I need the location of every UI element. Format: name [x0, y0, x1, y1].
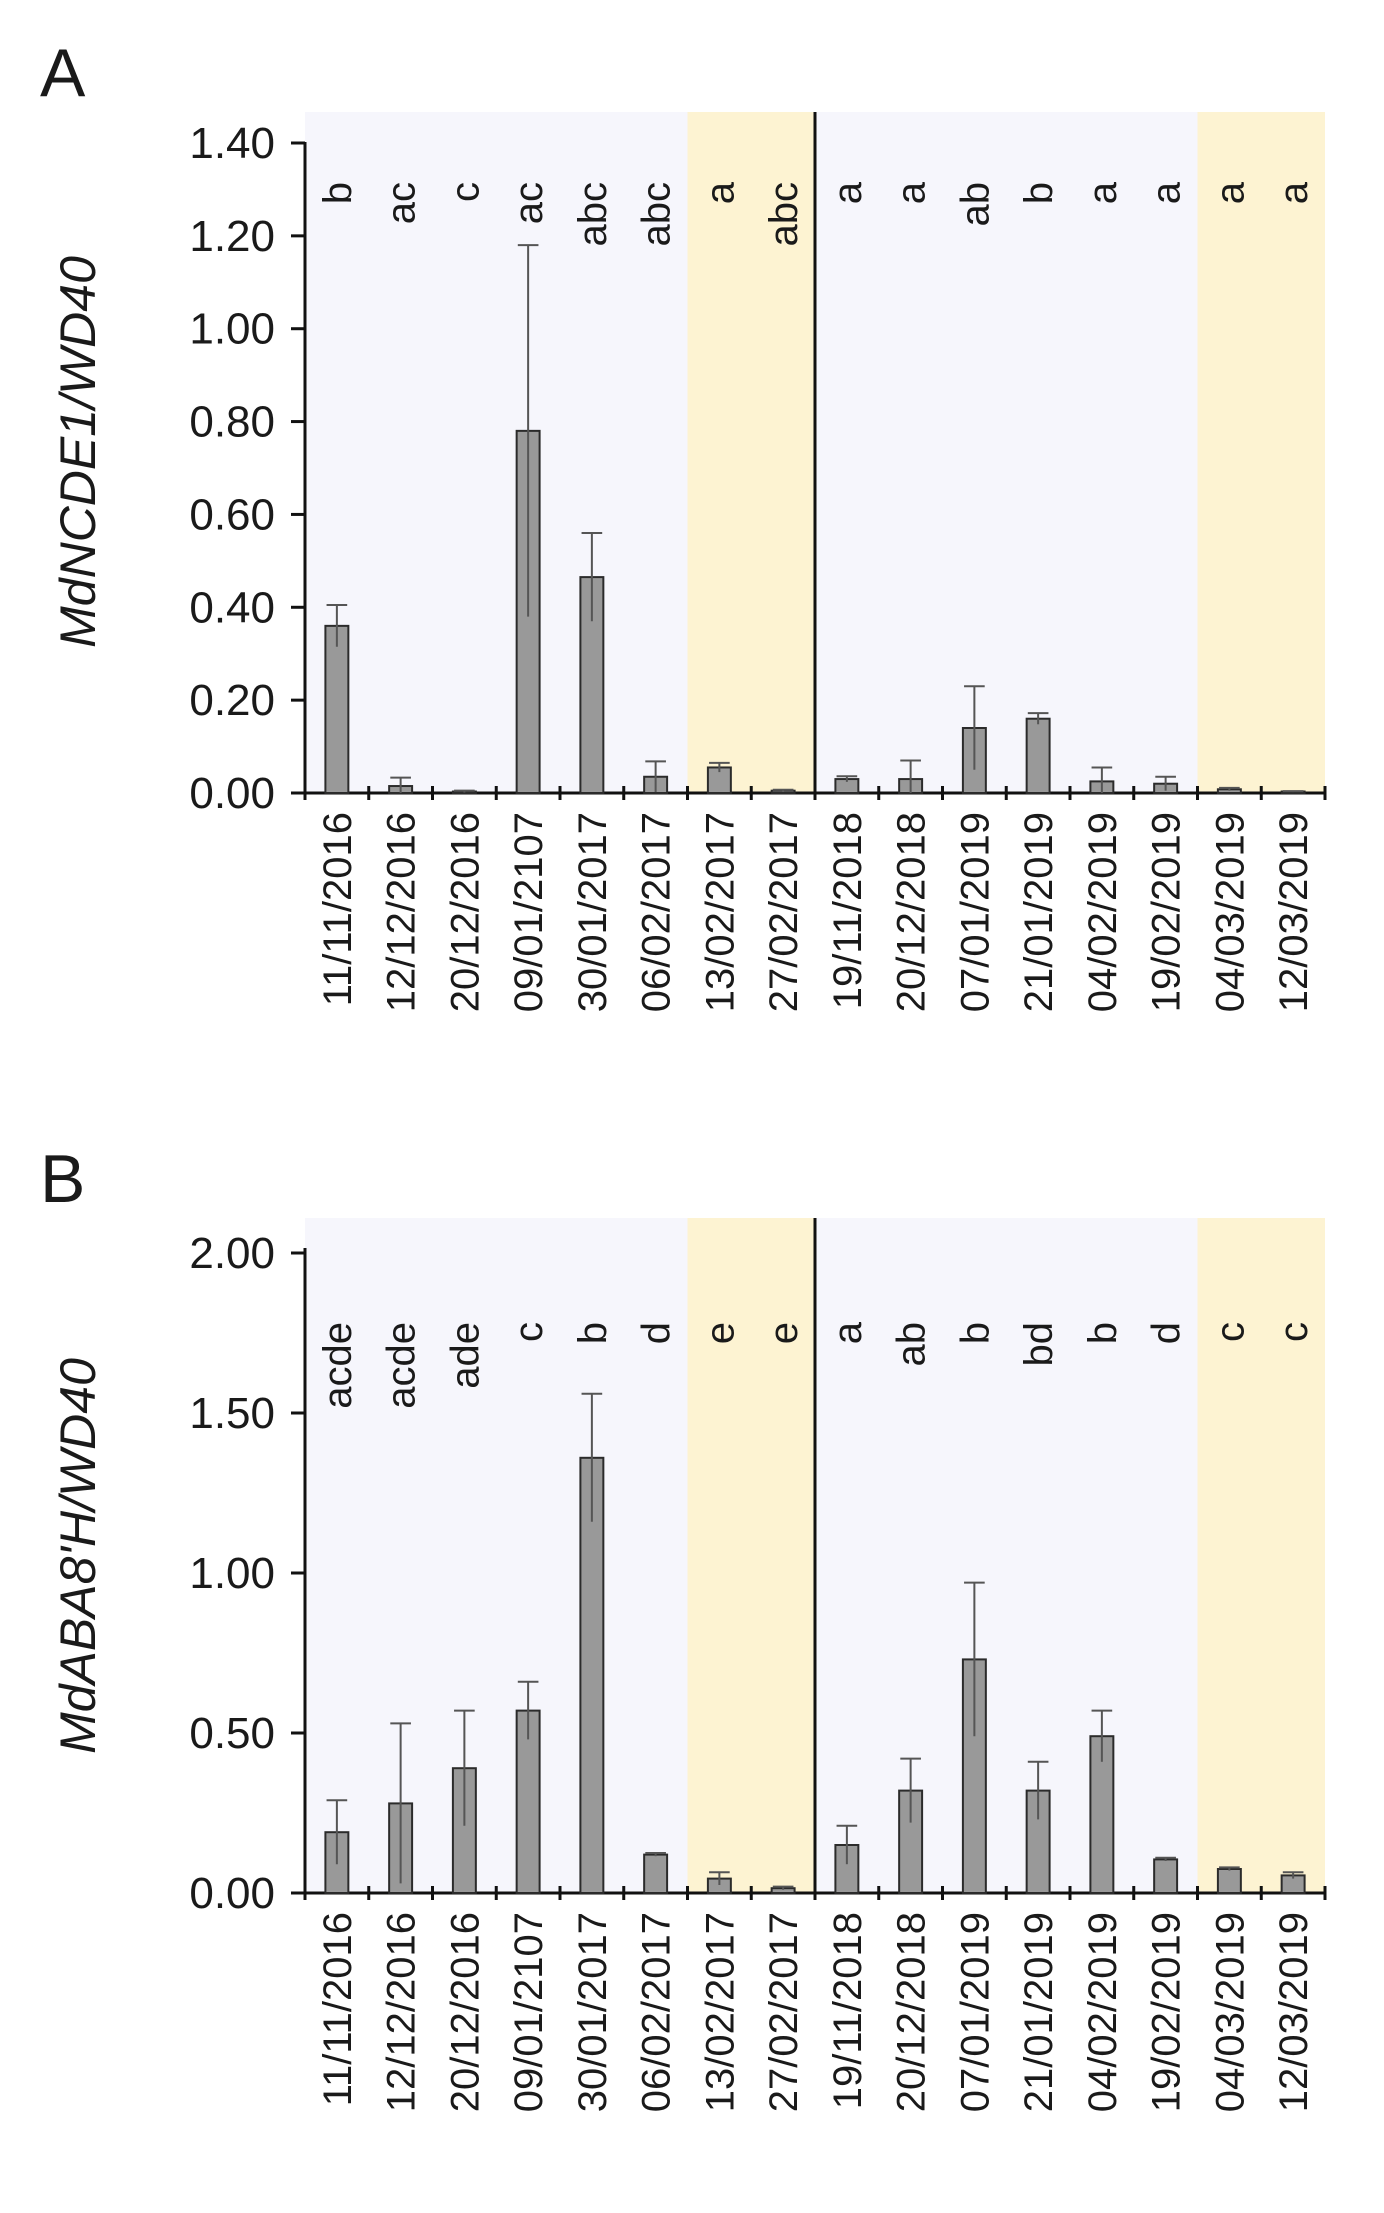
significance-letter: abc: [571, 182, 615, 247]
significance-letter: a: [826, 1321, 870, 1344]
x-tick-label: 20/12/2016: [443, 812, 487, 1012]
bar: [1153, 1858, 1179, 1895]
x-tick-label: 07/01/2019: [953, 812, 997, 1012]
y-tick-label: 0.60: [189, 490, 275, 539]
y-axis-title: MdNCDE1/WD40: [50, 256, 106, 648]
significance-letter: ade: [443, 1322, 487, 1389]
x-tick-label: 21/01/2019: [1017, 812, 1061, 1012]
significance-letter: b: [953, 1322, 997, 1344]
x-tick-label: 04/03/2019: [1208, 1912, 1252, 2112]
significance-letter: b: [571, 1322, 615, 1344]
y-tick-label: 0.50: [189, 1709, 275, 1758]
significance-letter: d: [1145, 1322, 1189, 1344]
x-tick-label: 20/12/2018: [890, 1912, 934, 2112]
significance-letter: c: [1272, 1322, 1316, 1342]
significance-letter: b: [1017, 182, 1061, 204]
y-tick-label: 1.00: [189, 305, 275, 354]
significance-letter: e: [698, 1322, 742, 1344]
x-tick-label: 19/02/2019: [1145, 812, 1189, 1012]
y-tick-label: 1.00: [189, 1549, 275, 1598]
significance-letter: a: [1208, 181, 1252, 204]
significance-letter: abc: [762, 182, 806, 247]
x-tick-label: 11/11/2016: [316, 812, 360, 1006]
x-tick-label: 06/02/2017: [635, 812, 679, 1012]
x-tick-label: 27/02/2017: [762, 1912, 806, 2112]
x-tick-label: 30/01/2017: [571, 812, 615, 1012]
bar: [1025, 717, 1051, 795]
x-tick-label: 12/03/2019: [1272, 812, 1316, 1012]
x-tick-label: 27/02/2017: [762, 812, 806, 1012]
x-tick-label: 09/01/2107: [507, 812, 551, 1012]
significance-letter: acde: [380, 1322, 424, 1409]
y-tick-label: 1.50: [189, 1389, 275, 1438]
x-tick-label: 20/12/2018: [890, 812, 934, 1012]
x-tick-label: 12/12/2016: [380, 1912, 424, 2112]
x-tick-label: 20/12/2016: [443, 1912, 487, 2112]
x-tick-label: 04/02/2019: [1081, 1912, 1125, 2112]
significance-letter: ac: [507, 182, 551, 224]
significance-letter: a: [698, 181, 742, 204]
x-tick-label: 12/03/2019: [1272, 1912, 1316, 2112]
significance-letter: c: [1208, 1322, 1252, 1342]
x-tick-label: 13/02/2017: [698, 812, 742, 1012]
highlight-band: [1197, 112, 1325, 793]
y-tick-label: 0.80: [189, 398, 275, 447]
x-tick-label: 19/02/2019: [1145, 1912, 1189, 2112]
y-tick-label: 0.00: [189, 769, 275, 818]
significance-letter: ab: [953, 182, 997, 227]
x-tick-label: 06/02/2017: [635, 1912, 679, 2112]
y-tick-label: 0.40: [189, 583, 275, 632]
x-tick-label: 19/11/2018: [826, 1912, 870, 2109]
bar: [579, 1456, 605, 1895]
highlight-band: [687, 1218, 815, 1893]
y-tick-label: 0.20: [189, 676, 275, 725]
significance-letter: d: [635, 1322, 679, 1344]
panel-label: B: [40, 1141, 85, 1217]
significance-letter: ac: [380, 182, 424, 224]
x-tick-label: 04/02/2019: [1081, 812, 1125, 1012]
significance-letter: ab: [890, 1322, 934, 1367]
x-tick-label: 11/11/2016: [316, 1912, 360, 2106]
highlight-band: [1197, 1218, 1325, 1893]
x-tick-label: 12/12/2016: [380, 812, 424, 1012]
significance-letter: e: [762, 1322, 806, 1344]
significance-letter: a: [1145, 181, 1189, 204]
bar: [1216, 1868, 1242, 1894]
panel-a-chart: A 0.00 0.20 0.40 0.60 0.80 1.00 1.20 1.40 MdNCDE1…: [40, 35, 1327, 1012]
highlight-band: [687, 112, 815, 793]
x-tick-label: 09/01/2107: [507, 1912, 551, 2112]
y-tick-label: 0.00: [189, 1869, 275, 1918]
x-tick-label: 13/02/2017: [698, 1912, 742, 2112]
x-tick-label: 19/11/2018: [826, 812, 870, 1009]
y-tick-label: 1.40: [189, 119, 275, 168]
bar: [324, 624, 350, 794]
significance-letter: b: [1081, 1322, 1125, 1344]
significance-letter: abc: [635, 182, 679, 247]
x-tick-label: 07/01/2019: [953, 1912, 997, 2112]
panel-label: A: [40, 35, 86, 111]
y-tick-label: 2.00: [189, 1229, 275, 1278]
bar: [643, 1853, 669, 1894]
significance-letter: a: [1272, 181, 1316, 204]
significance-letter: c: [443, 182, 487, 202]
x-tick-label: 04/03/2019: [1208, 812, 1252, 1012]
x-tick-label: 30/01/2017: [571, 1912, 615, 2112]
y-axis-title: MdABA8'H/WD40: [50, 1358, 106, 1754]
significance-letter: c: [507, 1322, 551, 1342]
significance-letter: bd: [1017, 1322, 1061, 1367]
significance-letter: b: [316, 182, 360, 204]
significance-letter: acde: [316, 1322, 360, 1409]
significance-letter: a: [890, 181, 934, 204]
y-tick-label: 1.20: [189, 212, 275, 261]
significance-letter: a: [1081, 181, 1125, 204]
x-tick-label: 21/01/2019: [1017, 1912, 1061, 2112]
significance-letter: a: [826, 181, 870, 204]
